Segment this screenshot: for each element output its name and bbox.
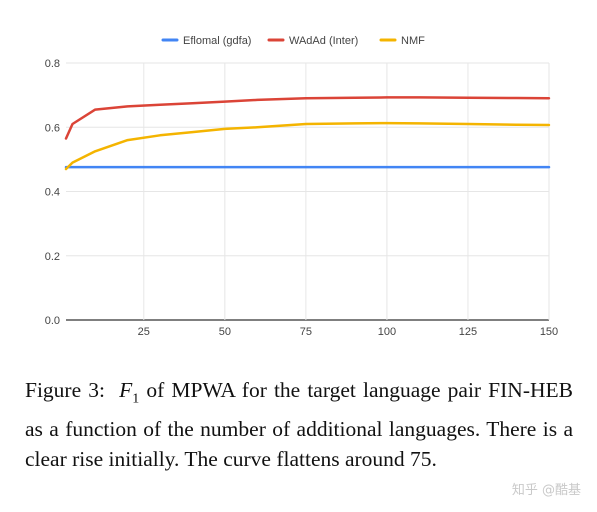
chart-legend: Eflomal (gdfa) WAdAd (Inter) NMF [161,35,425,47]
y-tick-label: 0.6 [45,122,60,134]
y-tick-label: 0.8 [45,58,60,70]
x-tick-label: 25 [138,326,150,338]
caption-math-F: F [119,378,133,402]
legend-label: Eflomal (gdfa) [183,35,251,47]
x-tick-label: 125 [459,326,477,338]
x-tick-label: 50 [219,326,231,338]
x-axis-tick-labels: 25 50 75 100 125 150 [138,326,559,338]
figure-caption-label: Figure 3: [25,378,105,402]
y-tick-label: 0.0 [45,315,60,327]
y-axis-tick-labels: 0.0 0.2 0.4 0.6 0.8 [45,58,60,327]
line-chart: Eflomal (gdfa) WAdAd (Inter) NMF 25 50 75 100… [45,35,559,338]
watermark: 知乎 @酷基 [511,483,581,498]
series-line [64,121,551,171]
caption-math-symbol: F1 [119,378,139,406]
caption-math-subscript: 1 [132,391,140,407]
y-tick-label: 0.2 [45,251,60,263]
legend-label: WAdAd (Inter) [289,35,358,47]
figure-caption: Figure 3: F1 of MPWA for the target lang… [25,375,573,474]
chart-series-lines [64,96,551,171]
x-tick-label: 150 [540,326,558,338]
x-tick-label: 75 [300,326,312,338]
chart-gridlines [66,62,550,321]
x-tick-label: 100 [378,326,396,338]
legend-label: NMF [401,35,425,47]
y-tick-label: 0.4 [45,187,60,199]
series-line [64,96,551,140]
figure-caption-text: of MPWA for the target language pair FIN… [25,378,579,472]
